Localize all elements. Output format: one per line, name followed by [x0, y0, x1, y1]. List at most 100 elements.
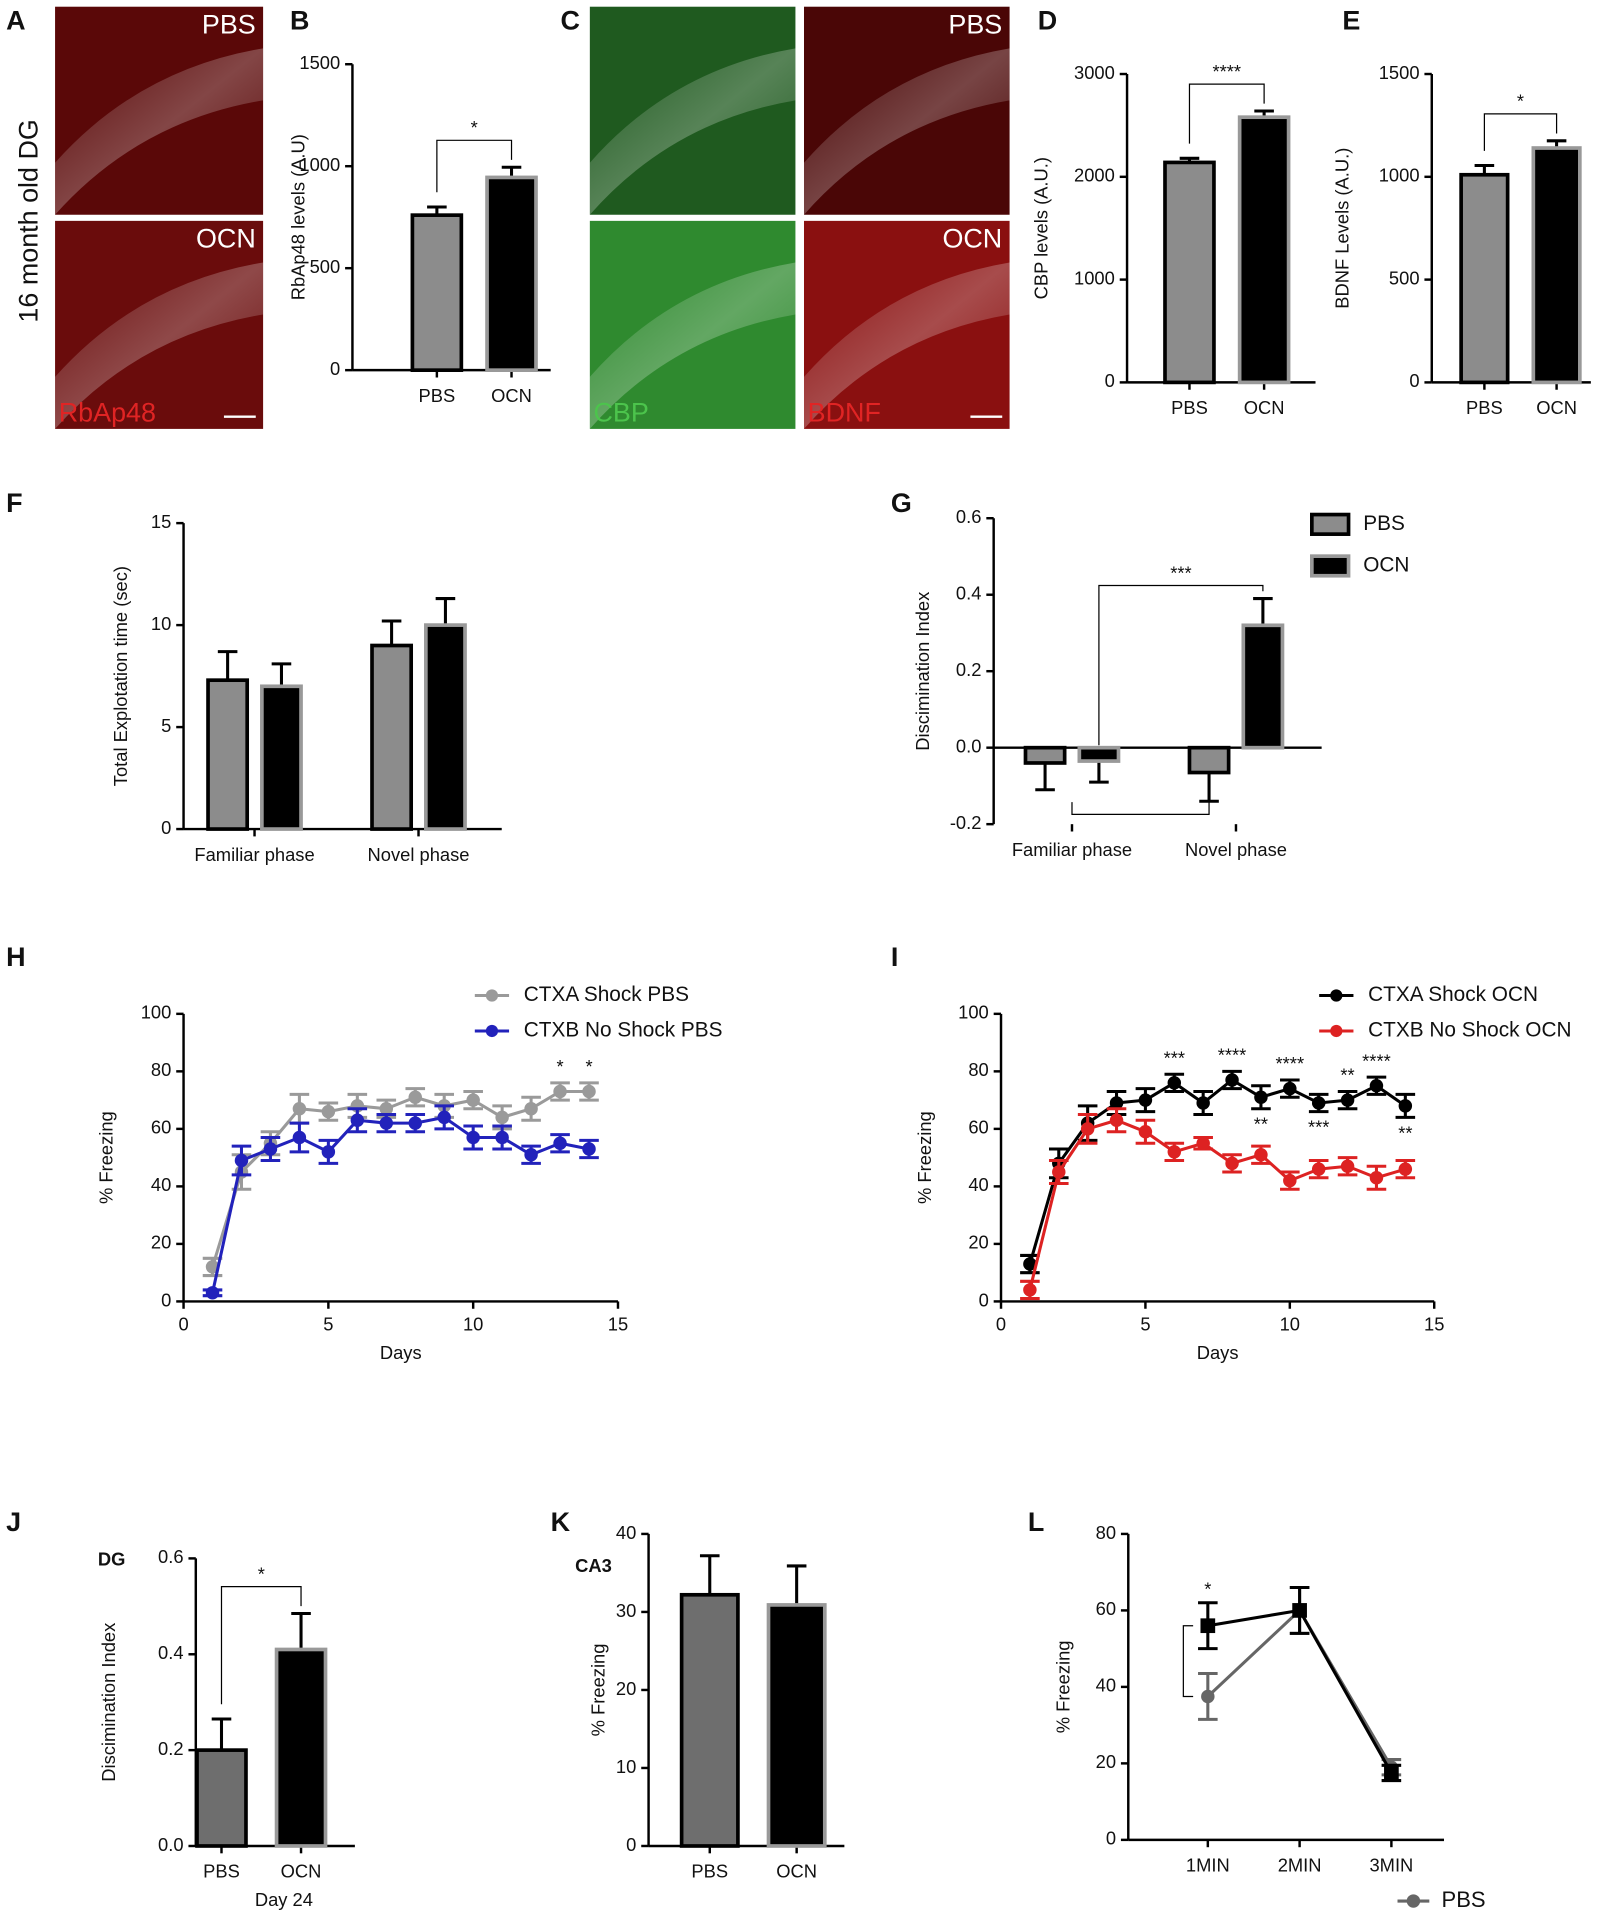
x-tick-label: OCN — [1244, 397, 1285, 418]
marker — [408, 1090, 422, 1104]
x-tick-label: PBS — [691, 1861, 728, 1882]
marker — [1292, 1603, 1307, 1618]
marker — [379, 1102, 394, 1116]
marker — [524, 1102, 538, 1116]
significance-label: **** — [1213, 61, 1242, 82]
bracket — [1182, 1625, 1194, 1698]
annotation: **** — [1276, 1053, 1305, 1074]
bar — [1241, 623, 1285, 750]
annotation: * — [585, 1056, 592, 1077]
y-tick-label: 1500 — [1379, 62, 1420, 83]
panel-letter: G — [891, 488, 912, 518]
y-tick-label: 1000 — [1074, 267, 1115, 288]
y-tick-label: 60 — [151, 1117, 171, 1138]
marker — [1138, 1125, 1153, 1139]
stain-label: CBP — [594, 397, 649, 427]
marker — [1340, 1093, 1355, 1107]
panel-letter: H — [6, 942, 25, 972]
x-tick-label: PBS — [1466, 397, 1503, 418]
significance-bracket — [220, 1585, 302, 1705]
x-tick-label: 15 — [1424, 1314, 1444, 1335]
marker — [292, 1102, 307, 1116]
y-tick-label: 80 — [151, 1059, 171, 1080]
x-tick-label: Familiar phase — [1012, 839, 1132, 860]
marker — [1200, 1618, 1216, 1634]
y-tick-label: 3000 — [1074, 62, 1115, 83]
x-tick-label: OCN — [1536, 397, 1577, 418]
marker — [1225, 1073, 1239, 1087]
marker — [1369, 1079, 1384, 1093]
y-tick-label: 2000 — [1074, 165, 1115, 186]
x-tick-label: OCN — [776, 1861, 817, 1882]
x-tick-label: OCN — [281, 1861, 322, 1882]
y-tick-label: 1000 — [1379, 165, 1420, 186]
y-tick-label: 0 — [161, 1289, 171, 1310]
y-tick-label: 0.2 — [158, 1738, 184, 1759]
panel-letter: I — [891, 942, 898, 972]
bar — [679, 1592, 740, 1848]
x-tick-label: 5 — [1140, 1314, 1150, 1335]
y-axis-label: CBP levels (A.U.) — [1030, 157, 1051, 299]
y-tick-label: 0.4 — [956, 583, 982, 604]
x-tick-label: Familiar phase — [194, 844, 314, 865]
marker — [1398, 1162, 1413, 1176]
marker — [350, 1113, 365, 1127]
y-tick-label: 10 — [151, 613, 171, 634]
legend-label: PBS — [1363, 512, 1405, 535]
marker — [495, 1130, 509, 1145]
y-tick-label: 100 — [958, 1002, 989, 1023]
y-tick-label: 60 — [1096, 1598, 1116, 1619]
legend-label: PBS — [1442, 1887, 1486, 1912]
marker — [1254, 1090, 1268, 1104]
bar — [274, 1647, 328, 1848]
y-axis-label: RbAp48 levels (A.U) — [288, 134, 309, 300]
significance-bracket — [1483, 113, 1558, 151]
y-tick-label: 5 — [161, 715, 171, 736]
y-tick-label: 0.6 — [158, 1546, 184, 1567]
side-label: 16 month old DG — [14, 119, 44, 322]
y-tick-label: 0.2 — [956, 659, 982, 680]
x-axis-label: Day 24 — [255, 1889, 313, 1910]
marker — [466, 1130, 480, 1145]
marker — [582, 1142, 596, 1156]
bar — [1077, 745, 1121, 763]
image-label: OCN — [942, 224, 1002, 254]
image-label: OCN — [196, 224, 256, 254]
annotation: **** — [1218, 1045, 1247, 1066]
panel-letter: K — [551, 1507, 571, 1537]
marker — [1369, 1171, 1384, 1185]
bar — [1237, 115, 1291, 385]
stain-label: BDNF — [808, 397, 881, 427]
panel-letter: D — [1038, 6, 1057, 36]
bar — [485, 175, 538, 372]
bar — [766, 1603, 827, 1848]
image-label: PBS — [948, 9, 1002, 39]
marker — [1109, 1113, 1124, 1127]
marker — [1196, 1096, 1210, 1110]
legend-label: CTXA Shock OCN — [1368, 983, 1538, 1006]
legend-marker — [1406, 1894, 1421, 1908]
x-tick-label: PBS — [203, 1861, 240, 1882]
bar — [260, 684, 303, 831]
y-tick-label: 500 — [1389, 267, 1420, 288]
significance-label: * — [471, 117, 478, 138]
y-tick-label: 0 — [1409, 370, 1419, 391]
y-tick-label: 20 — [1096, 1751, 1116, 1772]
bar — [410, 213, 464, 372]
bar — [1531, 146, 1582, 385]
panel-letter: F — [6, 488, 22, 518]
bar — [1023, 745, 1067, 765]
significance-label: *** — [1170, 562, 1191, 583]
bar — [370, 643, 414, 831]
y-tick-label: 20 — [616, 1678, 636, 1699]
y-tick-label: 0.0 — [158, 1834, 184, 1855]
y-tick-label: 0 — [979, 1289, 989, 1310]
marker — [553, 1084, 567, 1099]
marker — [1311, 1162, 1326, 1176]
marker — [1283, 1173, 1297, 1188]
y-axis-label: % Freezing — [96, 1111, 117, 1204]
y-axis-label: Total Explotation time (sec) — [110, 566, 131, 786]
annotation: * — [556, 1056, 563, 1077]
y-tick-label: 0 — [330, 358, 340, 379]
